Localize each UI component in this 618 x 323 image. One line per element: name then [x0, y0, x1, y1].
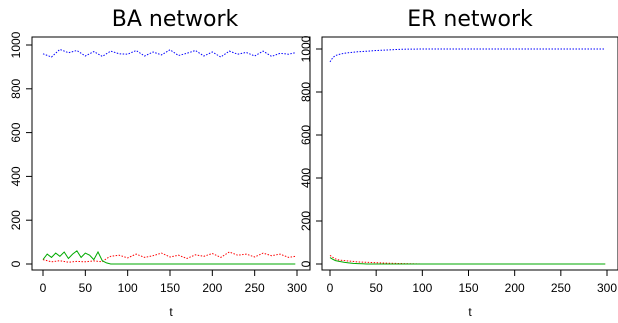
er-x-tick-label: 50 — [369, 281, 383, 295]
ba-series-blue — [42, 48, 296, 58]
er-x-tick-label: 300 — [597, 281, 617, 295]
er-x-tick-label: 250 — [551, 281, 571, 295]
ba-plot-frame — [31, 36, 311, 271]
er-x-tick-label: 200 — [505, 281, 525, 295]
er-series — [329, 48, 606, 265]
ba-x-axis-label: t — [169, 305, 173, 319]
er-y-tick-label: 1000 — [299, 35, 313, 62]
ba-x-tick-label: 100 — [118, 281, 138, 295]
ba-series-green — [42, 250, 296, 265]
ba-y-tick-label: 1000 — [9, 31, 23, 58]
ba-x-tick-label: 300 — [287, 281, 307, 295]
er-series-blue — [329, 48, 606, 63]
er-x-tick-label: 100 — [412, 281, 432, 295]
er-x-tick-label: 0 — [327, 281, 334, 295]
ba-x-tick-label: 50 — [79, 281, 93, 295]
er-y-tick-label: 600 — [299, 125, 313, 145]
er-y-tick-label: 200 — [299, 211, 313, 231]
er-y-tick-label: 800 — [299, 82, 313, 102]
er-plot-frame — [321, 36, 618, 271]
ba-x-tick-label: 0 — [40, 281, 47, 295]
ba-y-tick-label: 200 — [9, 210, 23, 230]
ba-x-axis: 0 50 100 150 200 250 300 — [40, 269, 307, 295]
er-y-tick-label: 0 — [299, 260, 313, 267]
ba-x-tick-label: 250 — [245, 281, 265, 295]
ba-x-tick-label: 200 — [202, 281, 222, 295]
er-x-axis: 0 50 100 150 200 250 300 — [327, 269, 617, 295]
ba-y-axis: 0 200 400 600 800 1000 — [9, 31, 33, 267]
er-x-axis-label: t — [468, 305, 472, 319]
panel-er: ER network 0 50 100 150 200 250 300 0 200 400 600… — [299, 7, 618, 319]
ba-y-tick-label: 600 — [9, 122, 23, 142]
ba-series — [42, 48, 296, 265]
panel-ba: BA network 0 50 100 150 200 250 300 0 200 400 600… — [9, 7, 311, 319]
er-y-axis: 0 200 400 600 800 1000 — [299, 35, 323, 267]
ba-y-tick-label: 0 — [9, 260, 23, 267]
er-title: ER network — [407, 7, 533, 32]
er-y-tick-label: 400 — [299, 168, 313, 188]
ba-y-tick-label: 800 — [9, 78, 23, 98]
ba-x-tick-label: 150 — [160, 281, 180, 295]
er-series-green — [329, 257, 606, 265]
ba-y-tick-label: 400 — [9, 166, 23, 186]
er-series-red — [329, 254, 606, 265]
er-x-tick-label: 150 — [458, 281, 478, 295]
ba-title: BA network — [112, 7, 239, 32]
